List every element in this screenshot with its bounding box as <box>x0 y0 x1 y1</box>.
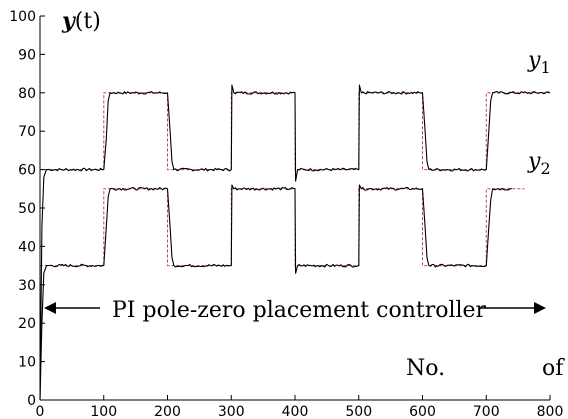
setpoint-line-y2 <box>40 188 525 267</box>
x-tick-label: 200 <box>154 404 181 419</box>
annotation-text: PI pole-zero placement controller <box>112 298 487 323</box>
y-tick-label: 50 <box>18 201 36 217</box>
annotation-arrowhead-left <box>44 302 56 314</box>
series-label-y1: y1 <box>527 48 551 77</box>
output-lines <box>39 84 551 401</box>
series-label-y2: y2 <box>527 149 551 178</box>
y-tick-label: 70 <box>18 124 36 140</box>
y-tick-label: 90 <box>18 47 36 63</box>
x-tick-label: 500 <box>345 404 372 419</box>
output-line-y1 <box>39 84 551 401</box>
y-axis-label: y(t) <box>61 8 101 34</box>
y-tick-label: 0 <box>27 393 36 409</box>
y-tick-label: 60 <box>18 163 36 179</box>
controller-annotation: PI pole-zero placement controller <box>44 298 546 323</box>
output-line-y2 <box>39 184 512 401</box>
x-tick-label: 300 <box>218 404 245 419</box>
x-tick-label: 800 <box>537 404 564 419</box>
ticks: 0 10 20 30 40 50 60 70 80 90 100 0 100 200 300 400 500 60… <box>9 9 563 419</box>
y-tick-label: 100 <box>9 9 36 25</box>
annotation-arrowhead-right <box>534 302 546 314</box>
y-tick-label: 30 <box>18 278 36 294</box>
y-tick-label: 80 <box>18 86 36 102</box>
x-axis-label-right: of <box>542 356 565 381</box>
x-tick-label: 600 <box>409 404 436 419</box>
x-axis-label-left: No. <box>406 356 445 381</box>
x-tick-label: 700 <box>473 404 500 419</box>
y-tick-label: 20 <box>18 316 36 332</box>
x-tick-label: 400 <box>282 404 309 419</box>
x-tick-label: 0 <box>36 404 45 419</box>
y-tick-label: 10 <box>18 355 36 371</box>
y-tick-label: 40 <box>18 239 36 255</box>
x-tick-label: 100 <box>90 404 117 419</box>
